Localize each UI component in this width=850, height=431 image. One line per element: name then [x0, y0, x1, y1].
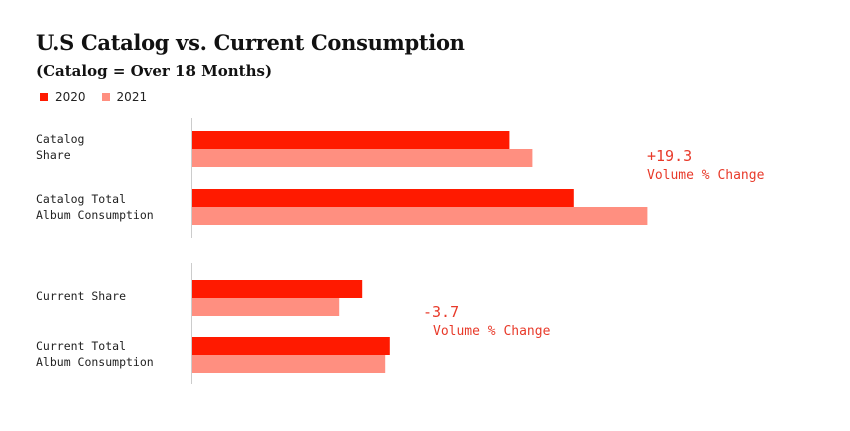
legend: 2020 2021: [40, 90, 163, 104]
bar-2021-catalog-total-album-consumption: [192, 207, 648, 225]
bar-2020-current-total-album-consumption: [192, 337, 390, 355]
category-label-current-total-album-consumption: Current Total Album Consumption: [36, 339, 154, 369]
bar-2021-current-total-album-consumption: [192, 355, 386, 373]
category-label-current-share: Current Share: [36, 289, 127, 303]
legend-swatch-2020: [40, 93, 48, 101]
annotation-current-change-value: -3.7: [423, 303, 460, 321]
legend-label-2020: 2020: [55, 90, 86, 104]
bar-2021-current-share: [192, 298, 340, 316]
bars-group: [192, 131, 648, 373]
annotation-current-change-text: Volume % Change: [433, 324, 551, 339]
bar-2021-catalog-share: [192, 149, 533, 167]
legend-item-2020: 2020: [40, 90, 86, 104]
category-label-catalog-total-album-consumption: Catalog Total Album Consumption: [36, 192, 154, 222]
annotation-catalog-change-text: Volume % Change: [647, 168, 765, 183]
bar-2020-current-share: [192, 280, 363, 298]
legend-swatch-2021: [101, 93, 110, 101]
category-label-catalog-share: Catalog Share: [36, 132, 85, 162]
legend-label-2021: 2021: [116, 90, 148, 104]
bar-2020-catalog-total-album-consumption: [192, 189, 574, 207]
bar-2020-catalog-share: [192, 131, 510, 149]
annotation-catalog-change-value: +19.3: [647, 147, 693, 165]
chart-title: U.S Catalog vs. Current Consumption: [36, 30, 465, 55]
legend-item-2021: 2021: [101, 90, 148, 104]
chart-subtitle: (Catalog = Over 18 Months): [36, 62, 273, 80]
